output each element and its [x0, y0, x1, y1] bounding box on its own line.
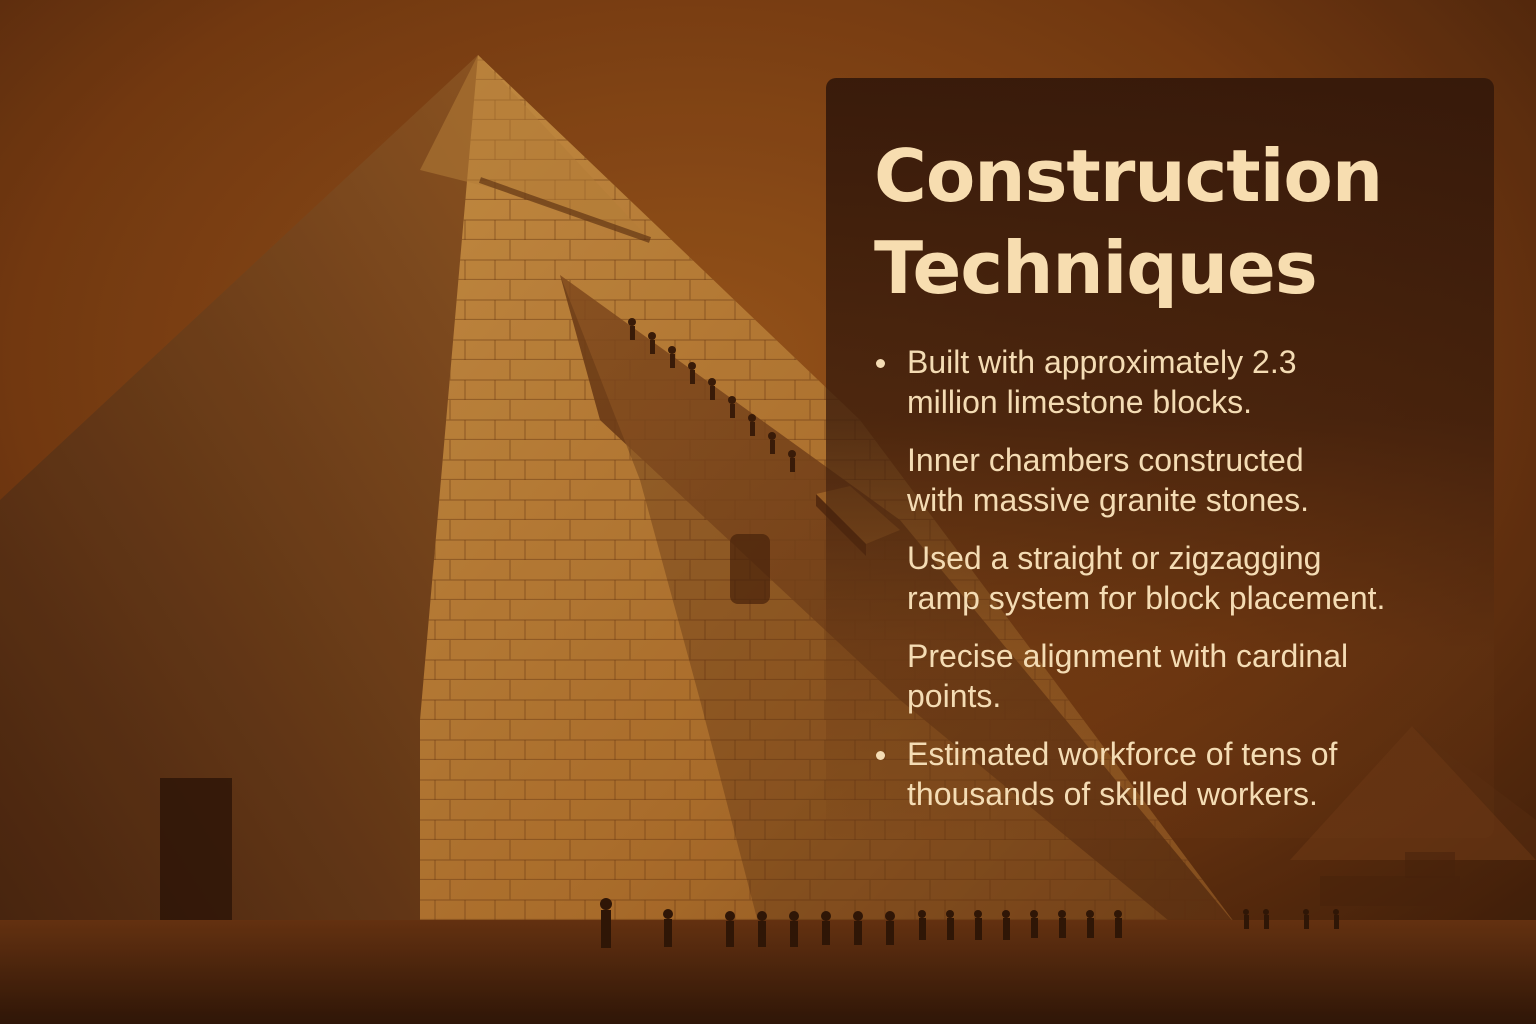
- worker-procession: [600, 898, 1339, 948]
- fact-text: points.: [907, 678, 1002, 714]
- fact-text: Built with approximately 2.3: [907, 344, 1297, 380]
- fact-item: Inner chambers constructed with massive …: [858, 440, 1478, 520]
- fact-item: Used a straight or zigzagging ramp syste…: [858, 538, 1478, 618]
- fact-item: Built with approximately 2.3 million lim…: [858, 342, 1478, 422]
- bullet-dot: [876, 751, 885, 760]
- info-panel: Construction Techniques Built with appro…: [826, 78, 1494, 838]
- distant-ruins: [1320, 876, 1460, 906]
- slide-title: Construction Techniques: [874, 130, 1474, 314]
- slide-title-line1: Construction: [874, 134, 1383, 218]
- fact-text: thousands of skilled workers.: [907, 776, 1318, 812]
- ramp-workers: [628, 318, 796, 472]
- pyramid-shadow-face: [0, 55, 560, 940]
- doorway-left: [160, 778, 232, 928]
- fact-text: Used a straight or zigzagging: [907, 540, 1322, 576]
- fact-item: Estimated workforce of tens of thousands…: [858, 734, 1478, 814]
- fact-text: Estimated workforce of tens of: [907, 736, 1338, 772]
- fact-item: Precise alignment with cardinal points.: [858, 636, 1478, 716]
- slide-title-line2: Techniques: [874, 226, 1318, 310]
- bullet-dot: [876, 359, 885, 368]
- fact-text: ramp system for block placement.: [907, 580, 1386, 616]
- fact-text: Inner chambers constructed: [907, 442, 1304, 478]
- facts-list: Built with approximately 2.3 million lim…: [858, 342, 1478, 832]
- desert-ground: [0, 920, 1536, 1024]
- fact-text: million limestone blocks.: [907, 384, 1253, 420]
- fact-text: Precise alignment with cardinal: [907, 638, 1349, 674]
- fact-text: with massive granite stones.: [907, 482, 1309, 518]
- doorway-upper: [730, 534, 770, 604]
